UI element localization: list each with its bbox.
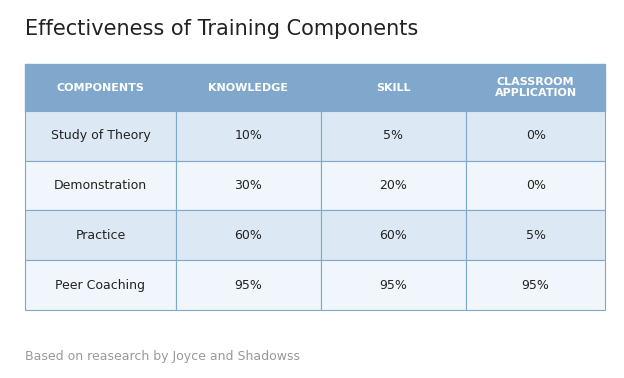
Text: CLASSROOM
APPLICATION: CLASSROOM APPLICATION [495, 77, 577, 98]
Text: 95%: 95% [379, 279, 407, 291]
Text: Effectiveness of Training Components: Effectiveness of Training Components [25, 19, 418, 39]
Bar [176, 211, 321, 260]
Bar [176, 111, 321, 161]
Bar [25, 111, 176, 161]
Bar [466, 161, 605, 211]
Bar [321, 161, 466, 211]
Text: 30%: 30% [235, 179, 262, 192]
Text: KNOWLEDGE: KNOWLEDGE [208, 83, 288, 93]
Bar [25, 211, 176, 260]
Bar [25, 161, 176, 211]
Bar [466, 260, 605, 310]
Text: Demonstration: Demonstration [54, 179, 147, 192]
Text: 60%: 60% [235, 229, 262, 242]
Text: 5%: 5% [525, 229, 545, 242]
Text: 0%: 0% [525, 129, 545, 143]
Bar [466, 211, 605, 260]
Text: Study of Theory: Study of Theory [51, 129, 150, 143]
Bar [321, 211, 466, 260]
Bar [25, 260, 176, 310]
Text: 10%: 10% [235, 129, 262, 143]
Bar [466, 64, 605, 111]
Bar [176, 64, 321, 111]
Bar [176, 161, 321, 211]
Text: SKILL: SKILL [376, 83, 411, 93]
Text: 20%: 20% [379, 179, 407, 192]
Bar [25, 64, 176, 111]
Text: Based on reasearch by Joyce and Shadowss: Based on reasearch by Joyce and Shadowss [25, 350, 300, 363]
Bar [466, 111, 605, 161]
Bar [321, 111, 466, 161]
Text: Peer Coaching: Peer Coaching [56, 279, 145, 291]
Bar [321, 64, 466, 111]
Text: 60%: 60% [379, 229, 407, 242]
Text: Practice: Practice [76, 229, 125, 242]
Text: 5%: 5% [384, 129, 404, 143]
Text: 95%: 95% [522, 279, 550, 291]
Bar [321, 260, 466, 310]
Bar [176, 260, 321, 310]
Text: 95%: 95% [235, 279, 262, 291]
Text: COMPONENTS: COMPONENTS [56, 83, 144, 93]
Text: 0%: 0% [525, 179, 545, 192]
